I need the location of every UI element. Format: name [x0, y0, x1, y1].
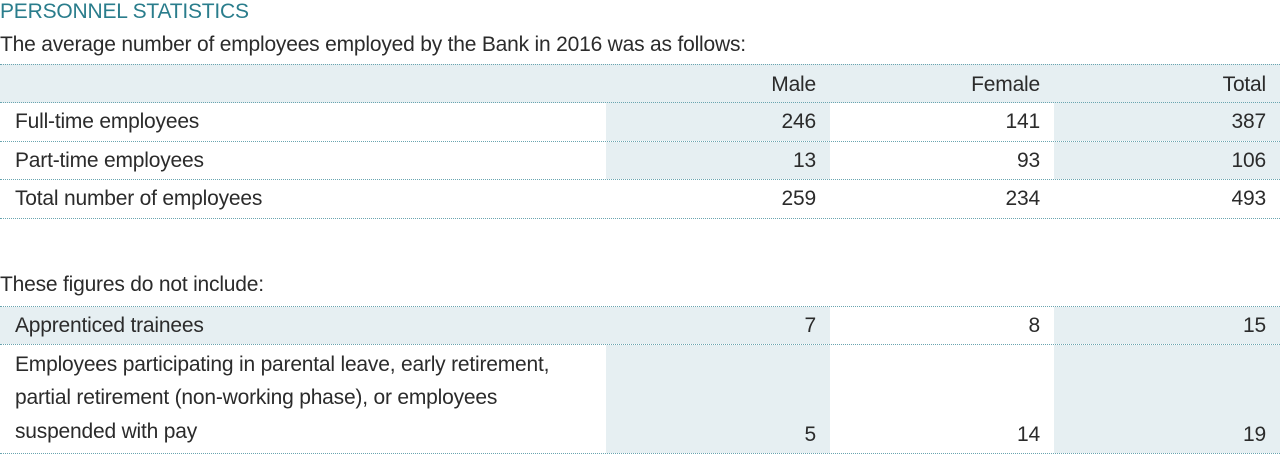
exclusions-table: Apprenticed trainees 7 8 15 Employees pa… — [0, 306, 1280, 454]
table-header-row: Male Female Total — [0, 64, 1280, 103]
table-row: Full-time employees 246 141 387 — [0, 103, 1280, 142]
total-value: 106 — [1054, 141, 1280, 179]
male-value: 5 — [606, 344, 830, 453]
total-value: 15 — [1054, 307, 1280, 344]
table-row: Total number of employees 259 234 493 — [0, 180, 1280, 219]
table-row: Apprenticed trainees 7 8 15 — [0, 306, 1280, 345]
female-value: 14 — [1017, 422, 1040, 446]
section-title: PERSONNEL STATISTICS — [0, 0, 249, 23]
table-row: Part-time employees 13 93 106 — [0, 141, 1280, 180]
row-label: Apprenticed trainees — [0, 307, 606, 344]
total-value: 19 — [1054, 344, 1280, 453]
male-value: 246 — [606, 103, 830, 141]
header-label — [0, 65, 606, 102]
female-value: 93 — [1017, 148, 1040, 172]
male-value: 7 — [606, 307, 830, 344]
female-value: 8 — [1028, 314, 1041, 337]
employee-table: Male Female Total Full-time employees 24… — [0, 64, 1280, 219]
total-value: 387 — [1054, 103, 1280, 141]
header-male: Male — [771, 73, 816, 96]
female-value: 234 — [1005, 187, 1041, 210]
row-label: Total number of employees — [15, 187, 263, 210]
male-value: 259 — [781, 187, 817, 210]
table-row: Employees participating in parental leav… — [0, 344, 1280, 454]
row-label: Full-time employees — [15, 110, 200, 133]
intro-text: The average number of employees employed… — [0, 33, 746, 56]
header-total: Total — [1222, 73, 1267, 96]
female-value: 141 — [1005, 110, 1041, 133]
header-female: Female — [971, 73, 1040, 96]
exclusion-text: These figures do not include: — [0, 273, 264, 296]
row-label: Employees participating in parental leav… — [15, 352, 550, 443]
male-value: 13 — [606, 141, 830, 179]
row-label: Part-time employees — [15, 148, 204, 172]
total-value: 493 — [1231, 187, 1267, 210]
